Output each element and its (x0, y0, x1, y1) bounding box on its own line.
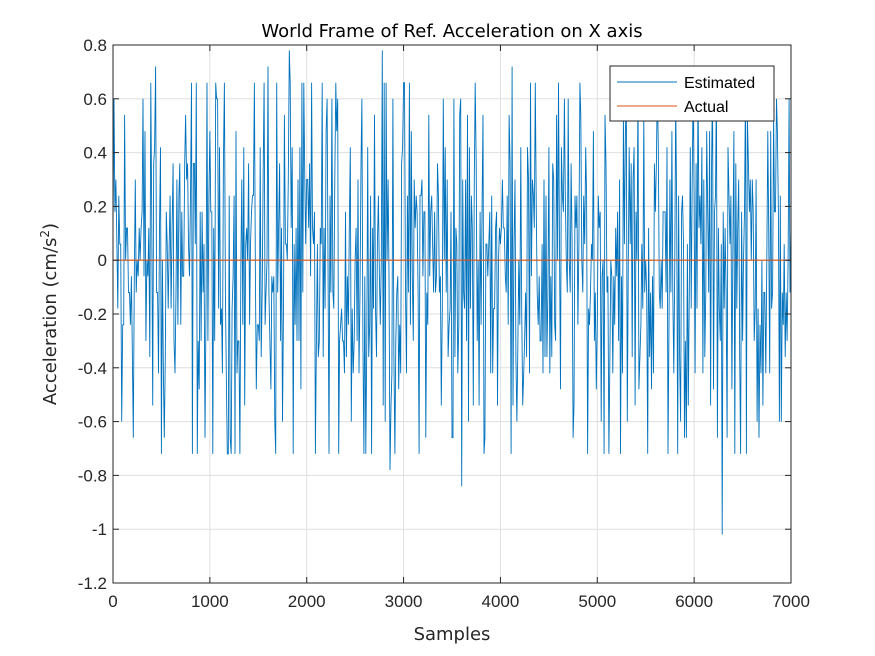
x-tick-label: 1000 (191, 592, 229, 611)
series-lines (112, 50, 792, 535)
legend: Estimated Actual (609, 65, 775, 122)
x-tick-label: 3000 (385, 592, 423, 611)
series-line-estimated (112, 50, 792, 535)
y-tick-label: 0.8 (83, 36, 107, 55)
y-axis-title-main: Acceleration (cm/s (40, 238, 61, 405)
y-axis-title: Acceleration (cm/s2) (38, 223, 61, 405)
x-tick-label: 6000 (675, 592, 713, 611)
y-tick-label: -0.4 (78, 359, 107, 378)
y-tick-label: 0.2 (83, 197, 107, 216)
legend-label-actual: Actual (684, 99, 728, 116)
y-axis-title-superscript: 2 (38, 230, 52, 238)
y-tick-label: -0.8 (78, 466, 107, 485)
x-tick-label: 5000 (578, 592, 616, 611)
x-axis-title: Samples (414, 624, 491, 645)
x-tick-label: 4000 (482, 592, 520, 611)
y-tick-label: 0.4 (83, 144, 107, 163)
legend-box (609, 65, 775, 122)
y-tick-label: -0.6 (78, 413, 107, 432)
x-tick-label: 7000 (772, 592, 810, 611)
y-tick-label: 0.6 (83, 90, 107, 109)
x-tick-label: 0 (108, 592, 117, 611)
axis-ticks: 0 1000 2000 3000 4000 5000 6000 7000 -1.2 -1 -0.8 -… (78, 36, 810, 611)
y-tick-label: 0 (98, 251, 107, 270)
y-tick-label: -1.2 (78, 574, 107, 593)
x-tick-label: 2000 (288, 592, 326, 611)
legend-label-estimated: Estimated (684, 75, 755, 92)
y-tick-label: -0.2 (78, 305, 107, 324)
chart-title: World Frame of Ref. Acceleration on X ax… (261, 21, 642, 42)
y-tick-label: -1 (92, 520, 107, 539)
y-axis-title-suffix: ) (40, 223, 61, 230)
